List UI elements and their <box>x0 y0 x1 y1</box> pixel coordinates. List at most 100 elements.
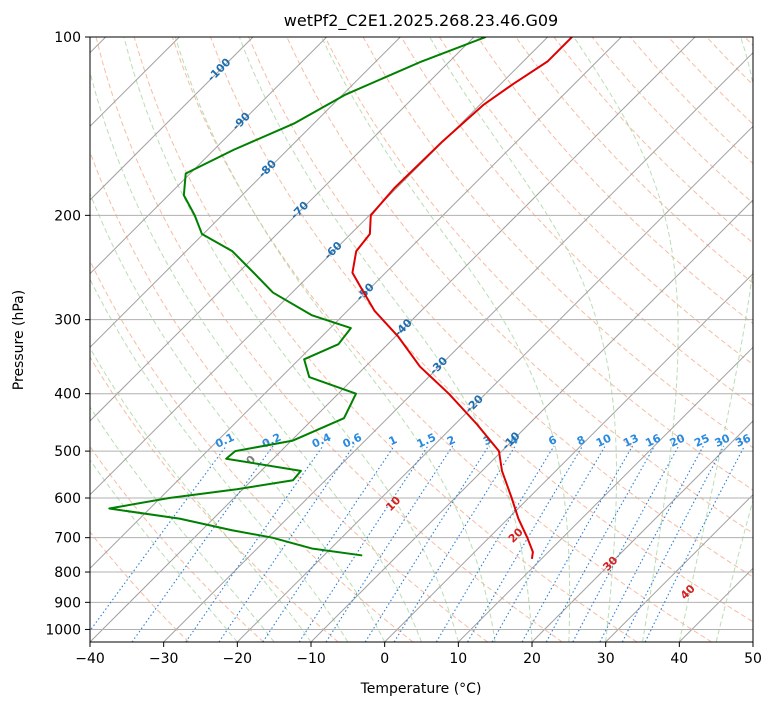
dry-adiabat <box>706 37 753 86</box>
mixing-ratio-line <box>467 445 584 642</box>
mixing-ratio-label: 0.6 <box>341 431 364 451</box>
moist-adiabat <box>123 37 459 642</box>
mixing-ratio-line <box>262 445 395 642</box>
background-lines <box>90 37 753 642</box>
x-axis-label: Temperature (°C) <box>360 681 482 697</box>
mixing-ratio-line <box>545 445 656 642</box>
dry-adiabat <box>744 37 753 47</box>
moist-adiabat <box>715 498 753 642</box>
line-labels: 0.1 0.2 0.4 0.6 1 1.5 2 3 4 6 8 10 13 16 20 25 30 36-100-… <box>205 55 753 602</box>
x-tick-label: −40 <box>75 651 105 667</box>
x-tick-label: −10 <box>296 651 326 667</box>
dry-adiabat <box>248 37 753 578</box>
moist-adiabat <box>573 37 679 642</box>
isotherm-line <box>605 493 753 642</box>
isotherm-line <box>384 272 753 642</box>
isotherm-line <box>90 37 254 201</box>
y-tick-label: 300 <box>54 313 81 329</box>
wet-bulb-label: 0 <box>244 453 259 468</box>
x-tick-label: 20 <box>523 651 541 667</box>
isotherm-line <box>90 37 401 349</box>
dry-adiabat <box>668 37 753 125</box>
isotherm-label: -80 <box>256 157 279 180</box>
moist-adiabat <box>90 70 422 642</box>
mixing-ratio-line <box>621 445 725 642</box>
mixing-ratio-label: 6 <box>546 433 559 448</box>
moist-adiabat <box>678 37 753 642</box>
mixing-ratio-label: 20 <box>668 431 688 449</box>
isotherm-label: -30 <box>427 354 450 377</box>
y-tick-label: 500 <box>54 444 81 460</box>
x-tick-label: −20 <box>223 651 253 667</box>
isotherm-line <box>678 567 753 642</box>
mixing-ratio-label: 25 <box>692 432 711 450</box>
moist-adiabat <box>429 37 617 642</box>
y-axis-label: Pressure (hPa) <box>11 290 27 390</box>
dry-adiabat <box>133 37 638 642</box>
dry-adiabat <box>515 37 753 284</box>
temperature-profile <box>351 37 573 559</box>
y-axis: 100 200 300 400 500 600 700 800 900 1000 <box>45 30 90 638</box>
mixing-ratio-label: 0.4 <box>310 431 333 451</box>
mixing-ratio-line <box>325 445 454 642</box>
mixing-ratio-label: 1 <box>387 433 399 448</box>
y-tick-label: 1000 <box>45 622 81 638</box>
y-tick-label: 200 <box>54 208 81 224</box>
dry-adiabat <box>90 356 339 642</box>
dry-adiabat <box>90 150 488 642</box>
isotherm-line <box>90 37 328 275</box>
mixing-ratio-line <box>644 445 746 642</box>
chart-title: wetPf2_C2E1.2025.268.23.46.G09 <box>284 11 558 31</box>
isotherm-line <box>90 37 475 422</box>
isotherm-label: -60 <box>322 239 345 262</box>
dry-adiabat <box>95 37 563 642</box>
x-tick-label: 50 <box>744 651 762 667</box>
isotherm-line <box>90 37 622 570</box>
mixing-ratio-line <box>298 445 429 642</box>
mixing-ratio-label: 0.2 <box>260 431 283 451</box>
x-axis: −40 −30 −20 −10 0 10 20 30 40 50 <box>75 642 762 667</box>
mixing-ratio-line <box>185 445 324 642</box>
moist-adiabat <box>321 37 571 642</box>
y-tick-label: 900 <box>54 595 81 611</box>
isotherm-line <box>310 199 753 642</box>
isotherm-line <box>90 37 696 642</box>
y-tick-label: 800 <box>54 565 81 581</box>
plot-frame <box>89 36 754 643</box>
mixing-ratio-label: 13 <box>621 432 640 450</box>
mixing-ratio-label: 1.5 <box>415 431 438 451</box>
isotherm-label: -10 <box>499 429 522 452</box>
mixing-ratio-line <box>599 445 704 642</box>
wet-bulb-label: 10 <box>383 494 403 514</box>
moist-adiabat <box>90 459 238 642</box>
isotherm-line <box>531 420 753 642</box>
mixing-ratio-label: 16 <box>643 431 663 449</box>
profile-lines <box>108 37 573 559</box>
dry-adiabat <box>90 259 414 642</box>
isotherm-label: -90 <box>230 110 253 133</box>
isotherm-label: -50 <box>354 280 377 303</box>
dry-adiabat <box>400 37 753 407</box>
y-tick-label: 600 <box>54 491 81 507</box>
dry-adiabat <box>210 37 753 623</box>
isotherm-label: -70 <box>288 198 311 221</box>
x-tick-label: 30 <box>597 651 615 667</box>
mixing-ratio-line <box>393 445 516 642</box>
mixing-ratio-label: 30 <box>713 431 733 449</box>
dry-adiabat <box>90 531 190 642</box>
isotherm-line <box>752 641 753 642</box>
mixing-ratio-line <box>131 445 274 642</box>
dry-adiabat <box>90 445 264 642</box>
y-tick-label: 400 <box>54 387 81 403</box>
isotherm-line <box>457 346 753 642</box>
moist-adiabat <box>174 37 496 642</box>
mixing-ratio-label: 2 <box>445 433 457 448</box>
dry-adiabat <box>439 37 753 366</box>
moist-adiabat <box>90 406 275 642</box>
mixing-ratio-line <box>364 445 490 642</box>
mixing-ratio-label: 10 <box>594 431 614 449</box>
dry-adiabat <box>324 37 753 491</box>
moist-adiabat <box>90 347 312 642</box>
